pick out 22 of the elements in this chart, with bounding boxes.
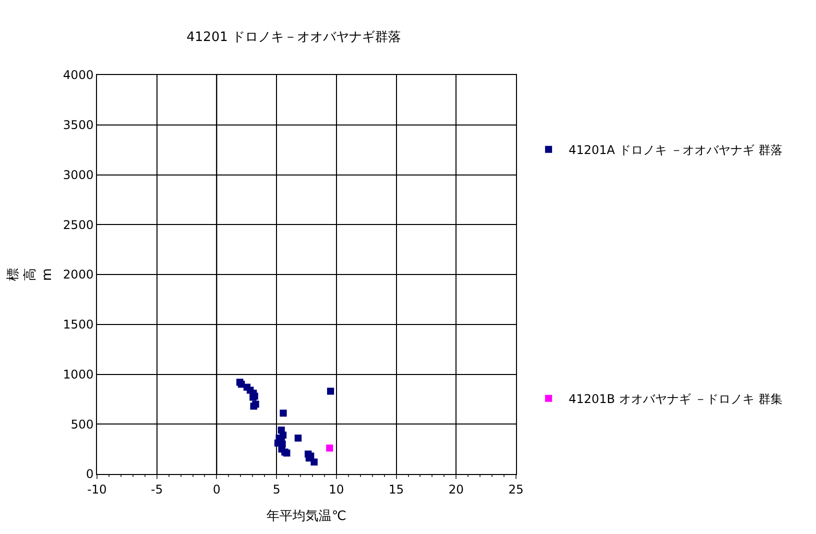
y-tick-label: 1500 [63, 318, 94, 332]
x-tick-label: 15 [388, 482, 404, 496]
y-axis-title: 標高m [6, 268, 56, 281]
y-tick-label: 2500 [63, 218, 94, 232]
x-tick-label: 0 [212, 482, 221, 496]
y-tick-label: 3000 [63, 168, 94, 182]
y-tick-label: 0 [86, 467, 94, 482]
legend-label: 41201A ドロノキ －オオバヤナギ 群落 [568, 143, 782, 158]
legend-label: 41201B オオバヤナギ －ドロノキ 群集 [568, 392, 782, 406]
x-tick-label: 25 [508, 482, 524, 496]
x-tick-label: 10 [328, 482, 344, 496]
x-tick-label: 20 [448, 482, 464, 496]
x-axis-title: 年平均気温℃ [266, 509, 346, 524]
x-tick-label: -10 [87, 482, 107, 496]
y-tick-label: 500 [70, 417, 94, 432]
y-tick-label: 4000 [63, 68, 94, 82]
y-tick-label: 2000 [63, 268, 94, 282]
x-tick-label: 5 [272, 482, 280, 496]
chart-title: 41201 ドロノキ－オオバヤナギ群落 [186, 30, 402, 46]
x-tick-label: -5 [150, 482, 163, 496]
y-tick-label: 3500 [63, 118, 94, 132]
y-tick-label: 1000 [63, 367, 94, 382]
